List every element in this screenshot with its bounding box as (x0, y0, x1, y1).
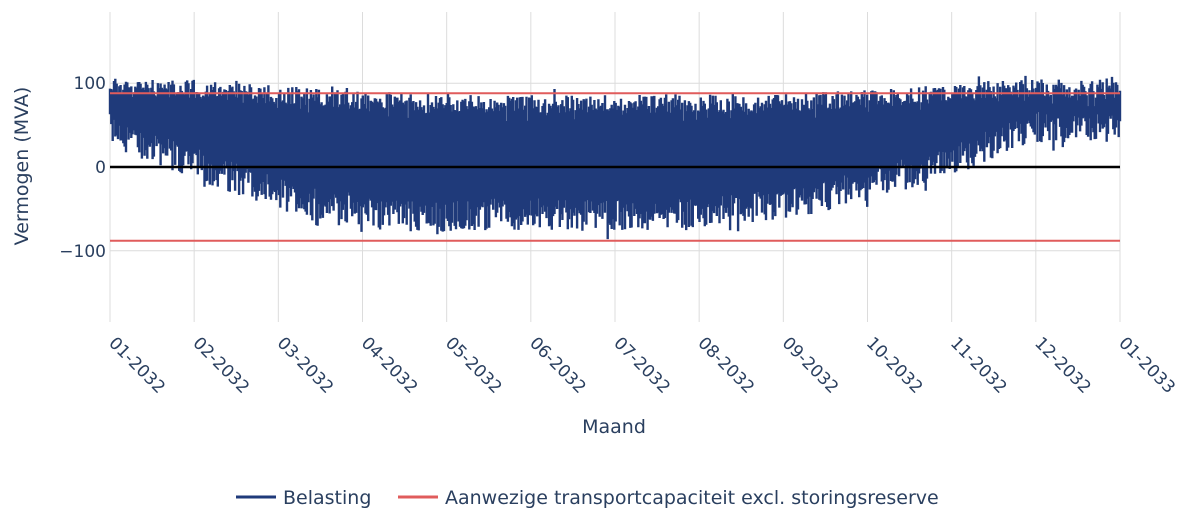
y-tick-label: 100 (74, 74, 106, 94)
x-tick-label: 01-2033 (1114, 333, 1178, 397)
series-belasting (108, 75, 1122, 240)
y-axis-title: Vermogen (MVA) (11, 87, 33, 246)
x-axis-title: Maand (582, 416, 646, 438)
legend: Belasting Aanwezige transportcapaciteit … (236, 487, 939, 509)
legend-label-transportcapaciteit: Aanwezige transportcapaciteit excl. stor… (445, 487, 939, 509)
x-tick-label: 01-2032 (104, 333, 168, 397)
x-tick-label: 08-2032 (694, 333, 758, 397)
plot-area (108, 75, 1122, 240)
legend-label-belasting: Belasting (283, 487, 371, 509)
x-tick-label: 05-2032 (441, 333, 505, 397)
x-tick-label: 06-2032 (525, 333, 589, 397)
x-tick-label: 10-2032 (862, 333, 926, 397)
x-tick-label: 02-2032 (189, 333, 253, 397)
y-tick-label: −100 (59, 242, 106, 262)
x-tick-label: 09-2032 (778, 333, 842, 397)
x-tick-label: 07-2032 (609, 333, 673, 397)
reference-lines (110, 92, 1120, 242)
x-tick-label: 03-2032 (273, 333, 337, 397)
x-tick-label: 04-2032 (357, 333, 421, 397)
x-tick-label: 12-2032 (1030, 333, 1094, 397)
y-tick-label: 0 (95, 158, 106, 178)
x-tick-label: 11-2032 (946, 333, 1010, 397)
